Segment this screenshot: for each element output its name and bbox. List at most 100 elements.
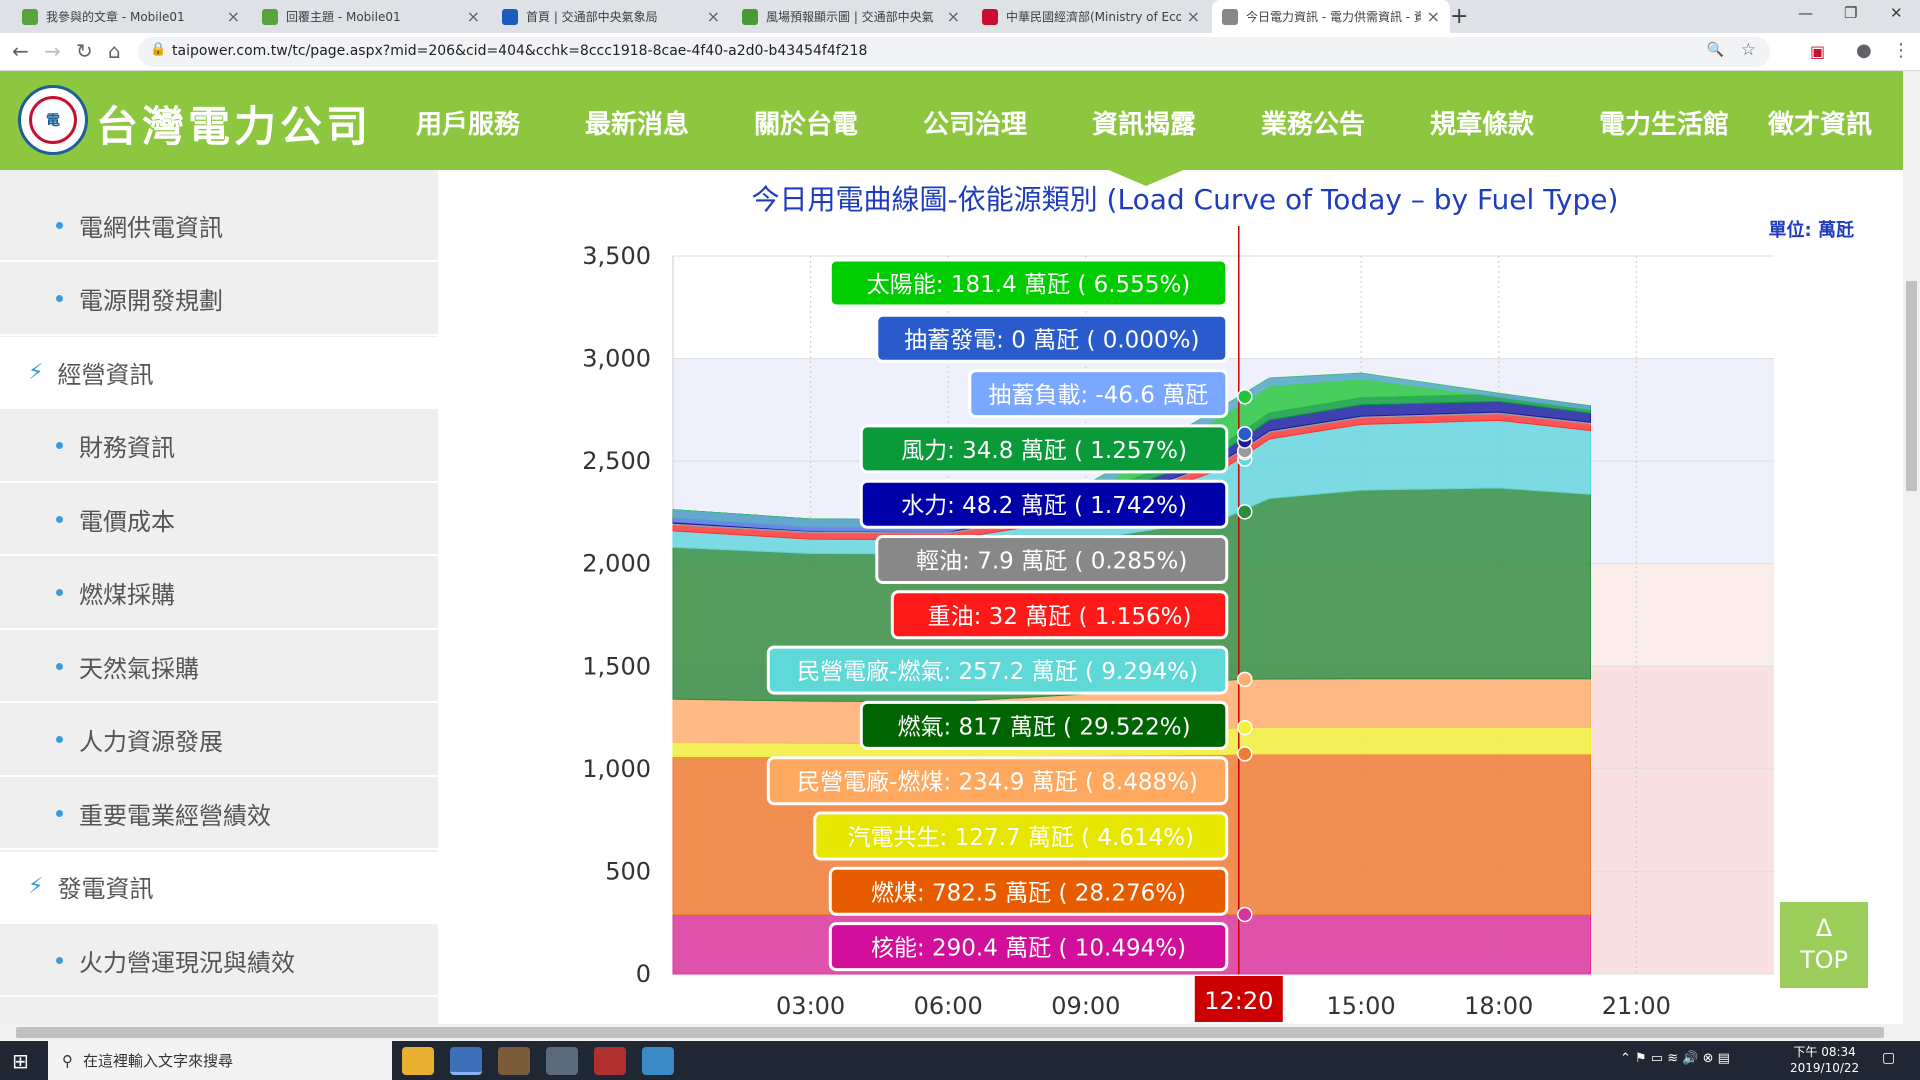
- tab-close-icon[interactable]: ×: [1426, 7, 1440, 26]
- tooltip-text: 抽蓄發電: 0 萬瓩 ( 0.000%): [904, 327, 1199, 353]
- tab-title: 回覆主題 - Mobile01: [286, 10, 401, 24]
- forward-icon[interactable]: →: [44, 39, 61, 63]
- tooltip-text: 民營電廠-燃煤: 234.9 萬瓩 ( 8.488%): [797, 770, 1198, 796]
- y-tick-label: 500: [605, 857, 651, 885]
- tooltip-6: 重油: 32 萬瓩 ( 1.156%): [890, 590, 1229, 640]
- nav-menu-item[interactable]: 徵才資訊: [1768, 110, 1873, 140]
- tooltip-box: [828, 258, 1229, 308]
- back-to-top-button[interactable]: Δ TOP: [1780, 902, 1868, 988]
- extension-icon[interactable]: ▣: [1810, 42, 1826, 61]
- nav-menu-item[interactable]: 公司治理: [923, 110, 1028, 140]
- sidebar-item[interactable]: 財務資訊: [0, 411, 438, 483]
- horizontal-scrollbar[interactable]: [0, 1024, 1903, 1041]
- browser-tab[interactable]: 我參與的文章 - Mobile01 ×: [12, 0, 250, 33]
- tab-favicon-icon: [982, 8, 998, 25]
- notification-icon[interactable]: ▢: [1882, 1050, 1896, 1066]
- horizontal-scroll-thumb[interactable]: [16, 1027, 1884, 1038]
- zoom-icon[interactable]: 🔍: [1706, 42, 1724, 58]
- taskbar-clock[interactable]: 下午 08:34 2019/10/22: [1790, 1044, 1859, 1076]
- x-tick-label: 21:00: [1602, 992, 1671, 1020]
- omnibox[interactable]: 🔒 taipower.com.tw/tc/page.aspx?mid=206&c…: [138, 37, 1770, 67]
- nav-menu-item[interactable]: 用戶服務: [416, 110, 521, 140]
- series-marker: [1237, 426, 1253, 442]
- series-marker: [1237, 746, 1253, 762]
- new-tab-button[interactable]: +: [1450, 4, 1469, 29]
- series-marker: [1237, 719, 1253, 736]
- minimize-icon[interactable]: —: [1798, 4, 1813, 22]
- x-tick-label: 09:00: [1051, 992, 1120, 1020]
- file-explorer-icon[interactable]: [402, 1047, 434, 1075]
- browser-tab[interactable]: 今日電力資訊 - 電力供需資訊 - 資 ×: [1212, 0, 1450, 33]
- nav-menu-item[interactable]: 關於台電: [754, 110, 859, 140]
- bookmark-star-icon[interactable]: ☆: [1740, 40, 1756, 60]
- tab-title: 今日電力資訊 - 電力供需資訊 - 資: [1246, 10, 1421, 24]
- tab-favicon-icon: [502, 8, 518, 25]
- sidebar-item[interactable]: 天然氣採購: [0, 631, 438, 703]
- back-icon[interactable]: ←: [12, 39, 29, 63]
- y-tick-label: 3,000: [582, 345, 651, 373]
- nav-menu-item[interactable]: 業務公告: [1261, 110, 1366, 140]
- reload-icon[interactable]: ↻: [76, 39, 93, 63]
- profile-icon[interactable]: ●: [1856, 40, 1872, 61]
- tooltip-text: 太陽能: 181.4 萬瓩 ( 6.555%): [867, 272, 1190, 298]
- app-icon-3[interactable]: [498, 1047, 530, 1075]
- tab-favicon-icon: [22, 8, 38, 25]
- sidebar-item-label: 經營資訊: [57, 360, 154, 389]
- chrome-icon[interactable]: [450, 1047, 482, 1075]
- lightning-icon: ⚡: [28, 874, 44, 899]
- taskbar-search-box[interactable]: ⚲ 在這裡輸入文字來搜尋: [48, 1041, 392, 1080]
- vertical-scroll-thumb[interactable]: [1906, 281, 1917, 491]
- windows-start-icon[interactable]: ⊞: [12, 1049, 29, 1073]
- sidebar-category[interactable]: ⚡ 經營資訊: [0, 337, 438, 409]
- site-name[interactable]: 台灣電力公司: [96, 102, 373, 151]
- tab-close-icon[interactable]: ×: [946, 7, 960, 26]
- browser-tab[interactable]: 風場預報顯示圖 | 交通部中央氣 ×: [732, 0, 970, 33]
- close-window-icon[interactable]: ✕: [1890, 4, 1903, 22]
- home-icon[interactable]: ⌂: [108, 39, 121, 63]
- tab-close-icon[interactable]: ×: [1186, 7, 1200, 26]
- taipower-logo[interactable]: 電: [18, 85, 88, 155]
- sidebar-item[interactable]: 電網供電資訊: [0, 190, 438, 262]
- tooltip-10: 汽電共生: 127.7 萬瓩 ( 4.614%): [813, 811, 1229, 861]
- tooltip-text: 水力: 48.2 萬瓩 ( 1.742%): [901, 493, 1187, 519]
- search-icon: ⚲: [62, 1051, 73, 1070]
- sidebar-item[interactable]: 燃煤採購: [0, 558, 438, 630]
- app-icon-6[interactable]: [642, 1047, 674, 1075]
- tooltip-box: [968, 369, 1229, 419]
- browser-tab[interactable]: 回覆主題 - Mobile01 ×: [252, 0, 490, 33]
- tooltip-0: 太陽能: 181.4 萬瓩 ( 6.555%): [828, 258, 1229, 308]
- sidebar-item-label: 電價成本: [79, 507, 175, 536]
- sidebar-item[interactable]: 電源開發規劃: [0, 264, 438, 336]
- tab-close-icon[interactable]: ×: [706, 7, 720, 26]
- nav-menu-item[interactable]: 最新消息: [585, 110, 690, 140]
- tab-title: 我參與的文章 - Mobile01: [46, 10, 185, 24]
- sidebar-item[interactable]: 重要電業經營績效: [0, 778, 438, 850]
- tooltip-text: 燃煤: 782.5 萬瓩 ( 28.276%): [871, 880, 1186, 906]
- tooltip-text: 核能: 290.4 萬瓩 ( 10.494%): [871, 936, 1186, 962]
- cursor-time-label: 12:20: [1204, 987, 1273, 1015]
- tooltip-box: [813, 811, 1229, 861]
- sidebar-item[interactable]: 火力營運現況與績效: [0, 925, 438, 997]
- restore-icon[interactable]: ❐: [1844, 4, 1858, 22]
- app-icon-5[interactable]: [594, 1047, 626, 1075]
- menu-dots-icon[interactable]: ⋮: [1892, 40, 1910, 61]
- nav-menu-item[interactable]: 資訊揭露: [1092, 110, 1197, 140]
- tab-close-icon[interactable]: ×: [226, 7, 240, 26]
- tooltip-12: 核能: 290.4 萬瓩 ( 10.494%): [828, 922, 1229, 972]
- lightning-icon: ⚡: [28, 359, 44, 385]
- system-tray[interactable]: ⌃ ⚑ ▭ ≋ 🔊 ⊗ ▤: [1620, 1051, 1730, 1066]
- sidebar-item[interactable]: 人力資源發展: [0, 705, 438, 777]
- tooltip-box: [828, 922, 1229, 972]
- nav-menu-item[interactable]: 電力生活館: [1599, 110, 1730, 140]
- browser-tab[interactable]: 中華民國經濟部(Ministry of Eco ×: [972, 0, 1210, 33]
- vertical-scrollbar[interactable]: [1903, 71, 1920, 1041]
- browser-tab[interactable]: 首頁 | 交通部中央氣象局 ×: [492, 0, 730, 33]
- x-tick-label: 03:00: [776, 992, 845, 1020]
- sidebar-item[interactable]: 電價成本: [0, 484, 438, 556]
- tooltip-box: [766, 756, 1229, 806]
- sidebar-category[interactable]: ⚡ 發電資訊: [0, 851, 438, 924]
- tab-close-icon[interactable]: ×: [466, 7, 480, 26]
- url-text[interactable]: taipower.com.tw/tc/page.aspx?mid=206&cid…: [172, 43, 868, 59]
- app-icon-4[interactable]: [546, 1047, 578, 1075]
- nav-menu-item[interactable]: 規章條款: [1430, 110, 1535, 140]
